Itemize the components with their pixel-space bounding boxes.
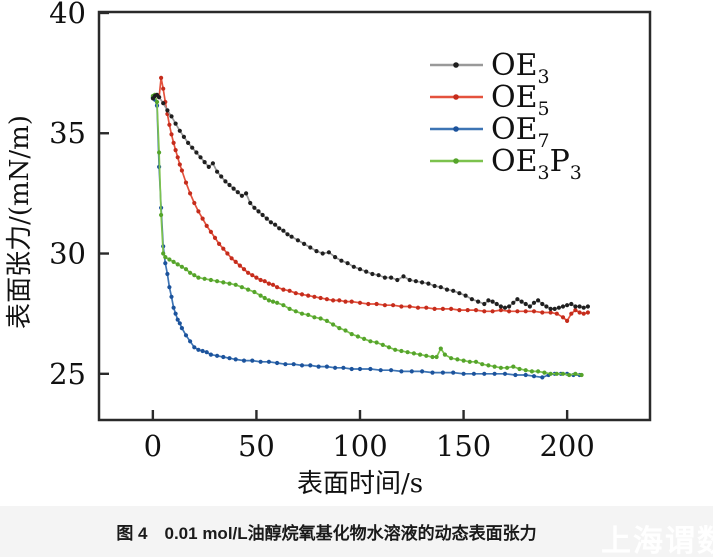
legend-label: OE7 <box>491 112 550 152</box>
legend-item-oe5: OE5 <box>430 80 550 120</box>
legend-label: OE3P3 <box>491 144 582 184</box>
legend-marker <box>453 94 459 100</box>
series-oe3-markers <box>150 92 591 311</box>
caption-band: 图 4 0.01 mol/L油醇烷氧基化物水溶液的动态表面张力 上海谓数 <box>0 506 713 557</box>
legend-marker <box>453 158 459 164</box>
x-tick-label: 0 <box>144 429 162 463</box>
legend-item-oe7: OE7 <box>430 112 550 152</box>
chart: 0 50 100 150 200 25 30 35 40 表面时间/s 表面张力/(mN/m) OE3… <box>5 0 652 499</box>
y-tick-label: 35 <box>49 116 86 150</box>
y-axis-title: 表面张力/(mN/m) <box>5 115 35 329</box>
legend-marker <box>453 126 459 132</box>
plot-box <box>97 10 652 422</box>
legend-label: OE3 <box>491 48 550 88</box>
x-tick-label: 100 <box>332 429 387 463</box>
y-tick-label: 30 <box>49 237 86 271</box>
figure-caption: 图 4 0.01 mol/L油醇烷氧基化物水溶液的动态表面张力 <box>116 524 537 543</box>
legend-marker <box>453 62 459 68</box>
y-tick-label: 25 <box>49 357 86 391</box>
legend-item-oe3: OE3 <box>430 48 550 88</box>
x-tick-label: 150 <box>436 429 491 463</box>
x-tick-label: 200 <box>539 429 594 463</box>
x-axis-title: 表面时间/s <box>297 469 423 499</box>
x-tick-label: 50 <box>238 429 275 463</box>
chart-svg: 0 50 100 150 200 25 30 35 40 表面时间/s 表面张力/(mN/m) OE3… <box>5 0 652 499</box>
watermark: 上海谓数 <box>601 525 713 557</box>
legend-label: OE5 <box>491 80 550 120</box>
legend-item-oe3p3: OE3P3 <box>430 144 582 184</box>
y-tick-label: 40 <box>49 0 86 30</box>
